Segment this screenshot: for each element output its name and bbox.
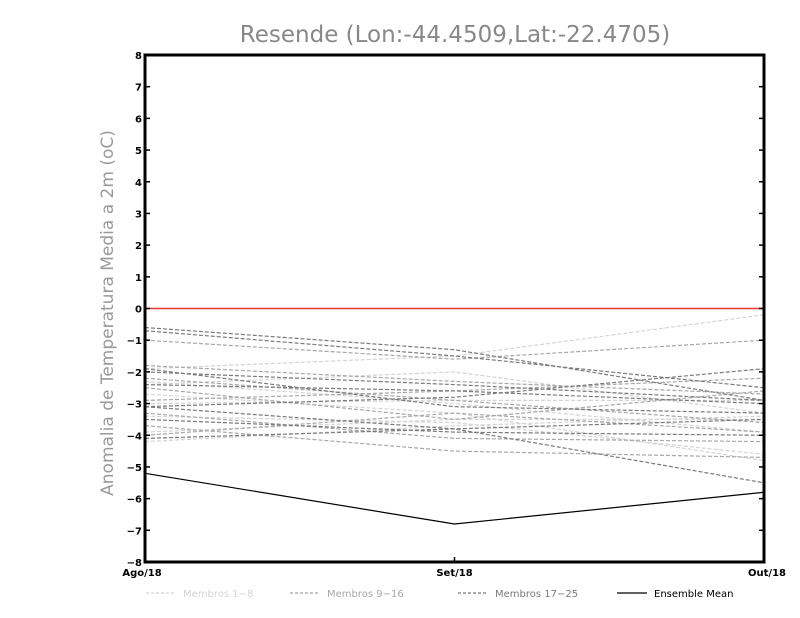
y-tick-label: −6 [127, 495, 142, 506]
ensemble-mean [144, 472, 765, 525]
ensemble-mean-line [144, 472, 765, 525]
x-tick-label: Set/18 [436, 568, 472, 579]
y-tick-label: −7 [127, 526, 142, 537]
y-tick-label: 4 [135, 178, 142, 189]
x-tick-label: Ago/18 [122, 568, 161, 579]
legend-label: Ensemble Mean [654, 589, 733, 600]
y-tick-label: 6 [135, 114, 142, 125]
member-line-6 [144, 314, 765, 370]
y-tick-label: 5 [135, 146, 142, 157]
legend-label: Membros 1−8 [183, 589, 253, 600]
member-line-20 [144, 406, 765, 484]
member-line-10 [144, 387, 765, 421]
member-line-25 [144, 368, 765, 414]
member-line-24 [144, 368, 765, 408]
member-line-8 [144, 399, 764, 405]
member-line-11 [144, 412, 765, 443]
y-tick-label: 0 [135, 305, 142, 316]
y-tick-label: −3 [127, 400, 142, 411]
y-tick-label: 7 [135, 83, 142, 94]
legend-label: Membros 17−25 [495, 589, 578, 600]
y-tick-label: −1 [127, 336, 142, 347]
y-tick-label: 3 [135, 209, 142, 220]
x-axis-ticks: Ago/18 Set/18 Out/18 [122, 557, 786, 579]
x-tick-label: Out/18 [748, 568, 786, 579]
member-line-9 [144, 339, 765, 360]
y-tick-label: −2 [127, 368, 142, 379]
y-tick-label: −8 [127, 558, 142, 569]
chart-title: Resende (Lon:-44.4509,Lat:-22.4705) [240, 22, 670, 48]
y-tick-label: −4 [127, 431, 142, 442]
legend: Membros 1−8 Membros 9−16 Membros 17−25 Ense… [146, 589, 733, 600]
member-line-21 [144, 418, 765, 436]
y-axis-ticks: 8 7 6 5 4 3 2 1 0 −1 −2 −3 −4 −5 −6 −7 −8 [127, 51, 764, 569]
y-tick-label: 8 [135, 51, 142, 62]
y-tick-label: 2 [135, 241, 142, 252]
member-line-16 [144, 364, 765, 395]
y-axis-label: Anomalia de Temperatura Media a 2m (oC) [98, 130, 118, 496]
member-line-22 [144, 384, 765, 405]
member-line-7 [144, 415, 765, 443]
member-line-2 [144, 380, 765, 433]
member-lines [144, 314, 765, 484]
y-tick-label: 1 [135, 273, 142, 284]
y-tick-label: −5 [127, 463, 142, 474]
member-line-17 [144, 326, 765, 401]
member-line-13 [144, 425, 765, 458]
member-line-1 [144, 393, 765, 462]
member-line-19 [144, 371, 765, 401]
member-line-5 [144, 415, 765, 455]
member-line-15 [144, 412, 765, 436]
member-line-23 [144, 418, 765, 439]
legend-label: Membros 9−16 [327, 589, 404, 600]
member-line-12 [144, 377, 765, 424]
member-line-18 [144, 330, 765, 389]
